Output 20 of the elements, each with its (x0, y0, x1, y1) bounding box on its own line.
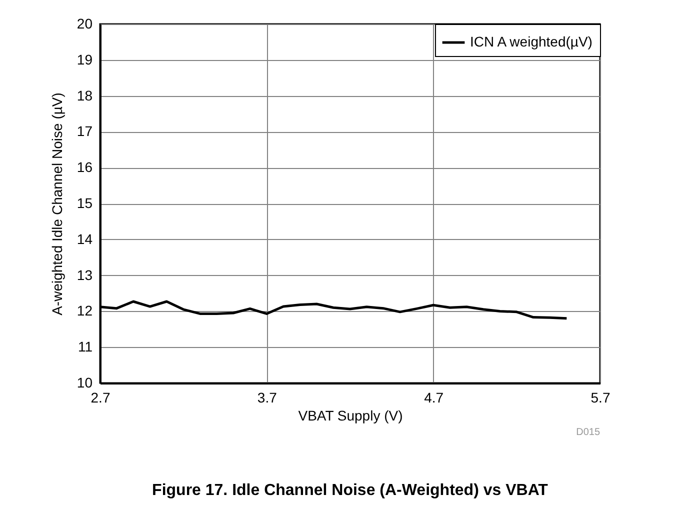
y-tick-label: 11 (78, 338, 93, 355)
x-axis-title: VBAT Supply (V) (298, 408, 403, 424)
y-tick-label: 18 (76, 87, 93, 104)
y-tick-label: 10 (76, 374, 93, 390)
x-tick-label: 3.7 (257, 390, 278, 406)
y-tick-label: 14 (76, 230, 93, 247)
text: D015 (576, 427, 600, 438)
y-tick-label: 12 (76, 302, 93, 319)
x-tick-label: 4.7 (424, 390, 444, 406)
y-tick-label: 13 (76, 266, 93, 283)
y-axis-title: A-weighted Idle Channel Noise (µV) (48, 92, 65, 316)
y-tick-label: 16 (76, 159, 93, 176)
x-tick-label: 5.7 (590, 390, 610, 406)
y-tick-label: 20 (76, 16, 93, 32)
y-tick-label: 19 (76, 51, 93, 68)
text: Figure 17. Idle Channel Noise (A-Weighted) vs VBAT (152, 482, 548, 499)
x-tick-label: 2.7 (90, 390, 110, 406)
y-tick-label: 17 (76, 123, 93, 140)
y-tick-label: 15 (76, 195, 93, 211)
legend-label: ICN A weighted(µV) (470, 34, 592, 50)
